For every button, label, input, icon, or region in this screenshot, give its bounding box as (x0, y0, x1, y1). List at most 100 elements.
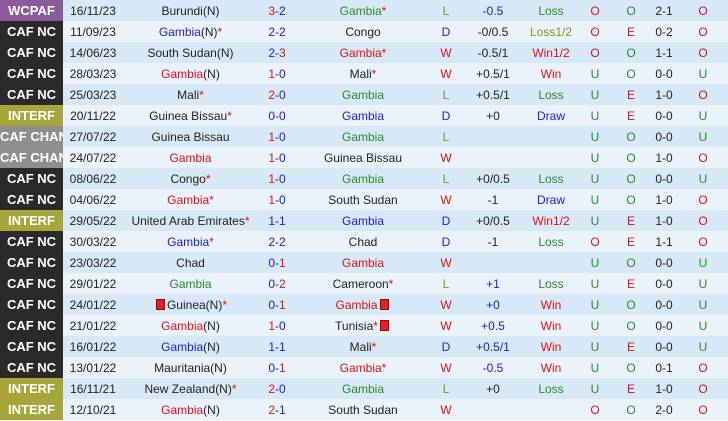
competition-badge[interactable]: INTERF (0, 378, 63, 399)
home-advantage-star: * (381, 45, 387, 60)
team-name[interactable]: Congo (345, 24, 381, 39)
handicap: +0 (462, 294, 524, 315)
competition-badge[interactable]: CAF NC (0, 294, 63, 315)
team-name[interactable]: New Zealand (144, 381, 216, 396)
team-name[interactable]: Gambia (158, 24, 201, 39)
score[interactable]: 1-1 (258, 210, 296, 231)
score[interactable]: 0-1 (258, 357, 296, 378)
team-name[interactable]: Guinea Bissau (323, 150, 403, 165)
competition-badge[interactable]: WCPAF (0, 0, 63, 21)
score[interactable]: 2-1 (258, 399, 296, 420)
home-goals: 1 (268, 129, 275, 144)
score[interactable]: 2-0 (258, 84, 296, 105)
team-name[interactable]: Gambia (341, 129, 385, 144)
team-name[interactable]: Gambia (161, 66, 204, 81)
team-name[interactable]: Tunisia (335, 318, 374, 333)
home-team: Congo* (123, 168, 258, 189)
odd-even: E (612, 378, 650, 399)
competition-badge[interactable]: CAF NC (0, 168, 63, 189)
score[interactable]: 2-2 (258, 231, 296, 252)
team-name[interactable]: Burundi (161, 3, 203, 18)
team-name[interactable]: Gambia (169, 276, 212, 291)
team-name[interactable]: Mali (177, 87, 200, 102)
competition-badge[interactable]: CAF NC (0, 84, 63, 105)
team-name[interactable]: Guinea Bissau (149, 108, 228, 123)
score[interactable]: 1-0 (258, 168, 296, 189)
score[interactable]: 1-0 (258, 63, 296, 84)
team-name[interactable]: Mali (349, 339, 372, 354)
competition-badge[interactable]: CAF NC (0, 231, 63, 252)
team-name[interactable]: South Sudan (328, 192, 398, 207)
team-name[interactable]: Gambia (335, 297, 378, 312)
home-goals: 0 (268, 360, 275, 375)
team-name[interactable]: United Arab Emirates (131, 213, 245, 228)
team-name[interactable]: Gambia (169, 150, 212, 165)
score-separator: - (275, 192, 279, 207)
team-name[interactable]: Gambia (341, 255, 385, 270)
competition-badge[interactable]: CAF NC (0, 336, 63, 357)
score[interactable]: 0-1 (258, 294, 296, 315)
score[interactable]: 2-2 (258, 21, 296, 42)
score[interactable]: 0-2 (258, 273, 296, 294)
handicap: -1 (462, 189, 524, 210)
team-name[interactable]: Chad (176, 255, 205, 270)
score[interactable]: 0-0 (258, 105, 296, 126)
competition-badge[interactable]: CAF NC (0, 252, 63, 273)
score[interactable]: 1-1 (258, 336, 296, 357)
team-name[interactable]: Cameroon (332, 276, 389, 291)
team-name[interactable]: Gambia (339, 3, 382, 18)
competition-badge[interactable]: CAF NC (0, 189, 63, 210)
team-name[interactable]: South Sudan (328, 402, 398, 417)
match-row: CAF NC 08/06/22 Congo* 1-0 Gambia L +0/0… (0, 168, 728, 189)
team-name[interactable]: Guinea (166, 297, 206, 312)
team-name[interactable]: Gambia (341, 87, 385, 102)
team-name[interactable]: Gambia (167, 234, 210, 249)
score[interactable]: 2-0 (258, 378, 296, 399)
team-name[interactable]: Gambia (341, 381, 385, 396)
match-row: INTERF 16/11/21 New Zealand(N)* 2-0 Gamb… (0, 378, 728, 399)
away-goals: 0 (279, 192, 286, 207)
half-time-score: 0-2 (650, 21, 678, 42)
score[interactable]: 1-0 (258, 126, 296, 147)
score-separator: - (275, 129, 279, 144)
team-name[interactable]: Gambia (161, 402, 204, 417)
team-name[interactable]: South Sudan (147, 45, 217, 60)
competition-badge[interactable]: CAF CHAN (0, 126, 63, 147)
match-row: CAF NC 21/01/22 Gambia(N) 1-0 Tunisia* W… (0, 315, 728, 336)
team-name[interactable]: Guinea Bissau (151, 129, 230, 144)
team-name[interactable]: Gambia (341, 108, 385, 123)
score[interactable]: 1-0 (258, 147, 296, 168)
team-name[interactable]: Gambia (341, 213, 385, 228)
score[interactable]: 3-2 (258, 0, 296, 21)
team-name[interactable]: Gambia (161, 318, 204, 333)
competition-badge[interactable]: CAF NC (0, 63, 63, 84)
competition-badge[interactable]: CAF NC (0, 357, 63, 378)
red-card-icon (379, 319, 389, 331)
competition-badge[interactable]: INTERF (0, 210, 63, 231)
score[interactable]: 0-1 (258, 252, 296, 273)
team-name[interactable]: Mali (349, 66, 372, 81)
competition-badge[interactable]: CAF NC (0, 273, 63, 294)
competition-badge[interactable]: CAF CHAN (0, 147, 63, 168)
score[interactable]: 1-0 (258, 189, 296, 210)
competition-badge[interactable]: CAF NC (0, 315, 63, 336)
team-name[interactable]: Congo (170, 171, 206, 186)
score[interactable]: 1-0 (258, 315, 296, 336)
competition-badge[interactable]: CAF NC (0, 42, 63, 63)
away-goals: 2 (279, 3, 286, 18)
team-name[interactable]: Gambia (161, 339, 204, 354)
team-name[interactable]: Chad (348, 234, 378, 249)
score[interactable]: 2-3 (258, 42, 296, 63)
team-name[interactable]: Gambia (167, 192, 210, 207)
team-name[interactable]: Mauritania (154, 360, 211, 375)
home-advantage-star: * (217, 24, 223, 39)
team-name[interactable]: Gambia (339, 360, 382, 375)
competition-badge[interactable]: INTERF (0, 105, 63, 126)
neutral-marker: (N) (205, 297, 223, 312)
competition-badge[interactable]: INTERF (0, 399, 63, 420)
result: W (430, 294, 462, 315)
team-name[interactable]: Gambia (341, 171, 385, 186)
competition-badge[interactable]: CAF NC (0, 21, 63, 42)
handicap (462, 126, 524, 147)
team-name[interactable]: Gambia (339, 45, 382, 60)
